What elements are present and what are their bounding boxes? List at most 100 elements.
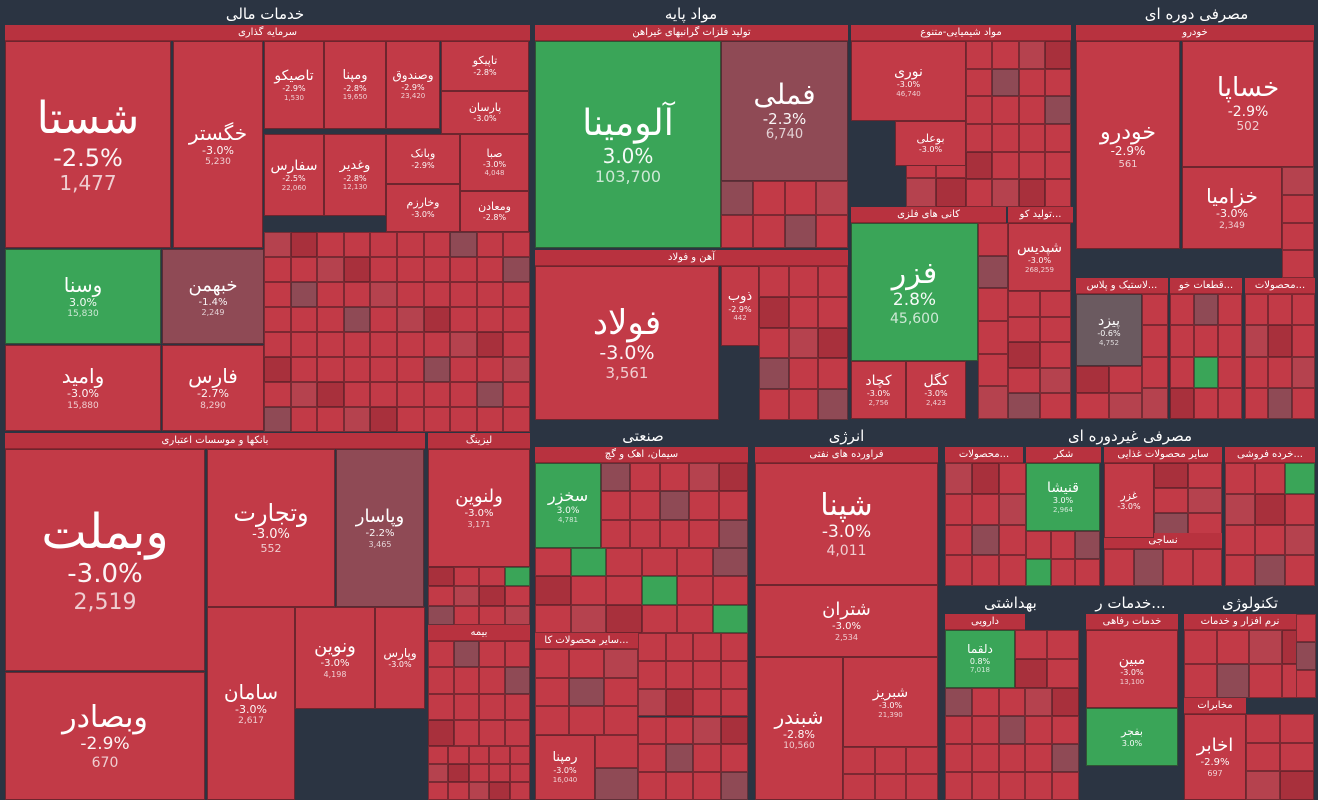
stock-tile[interactable]: خزامیا -3.0% 2,349 <box>1182 167 1282 249</box>
filler-tile[interactable] <box>978 321 1008 354</box>
industry-label[interactable]: کانی های فلزی <box>851 207 1006 223</box>
filler-tile[interactable] <box>468 764 490 782</box>
stock-tile[interactable]: فزر 2.8% 45,600 <box>851 223 978 361</box>
stock-tile[interactable]: شپدیس -3.0% 268,259 <box>1008 223 1071 291</box>
filler-tile[interactable] <box>874 773 907 800</box>
stock-tile[interactable]: خساپا -2.9% 502 <box>1182 41 1314 167</box>
filler-tile[interactable] <box>971 744 999 772</box>
filler-tile[interactable] <box>428 641 454 668</box>
filler-tile[interactable] <box>428 586 454 606</box>
filler-tile[interactable] <box>1245 387 1269 419</box>
filler-tile[interactable] <box>1018 151 1045 180</box>
filler-tile[interactable] <box>1044 124 1071 152</box>
filler-tile[interactable] <box>601 463 631 492</box>
filler-tile[interactable] <box>343 257 371 282</box>
stock-tile[interactable]: شبندر -2.8% 10,560 <box>755 657 843 800</box>
stock-tile[interactable]: وغدیر -2.8% 12,130 <box>324 134 386 216</box>
filler-tile[interactable] <box>1142 325 1168 357</box>
filler-tile[interactable] <box>1154 488 1188 513</box>
filler-tile[interactable] <box>1076 392 1109 419</box>
filler-tile[interactable] <box>428 567 454 587</box>
filler-tile[interactable] <box>570 604 606 633</box>
filler-tile[interactable] <box>1018 124 1045 152</box>
filler-tile[interactable] <box>1184 664 1217 698</box>
industry-label[interactable]: خدمات رفاهی <box>1086 614 1178 630</box>
filler-tile[interactable] <box>453 605 479 625</box>
filler-tile[interactable] <box>504 605 530 625</box>
stock-tile[interactable]: رمپنا -3.0% 16,040 <box>535 735 595 800</box>
filler-tile[interactable] <box>476 257 504 282</box>
filler-tile[interactable] <box>972 463 999 494</box>
filler-tile[interactable] <box>992 96 1019 124</box>
filler-tile[interactable] <box>264 307 291 332</box>
filler-tile[interactable] <box>665 744 693 773</box>
filler-tile[interactable] <box>788 296 819 328</box>
filler-tile[interactable] <box>479 667 505 694</box>
filler-tile[interactable] <box>1170 294 1194 326</box>
filler-tile[interactable] <box>659 491 690 520</box>
filler-tile[interactable] <box>1142 294 1168 326</box>
filler-tile[interactable] <box>759 327 789 359</box>
filler-tile[interactable] <box>936 178 966 207</box>
industry-label[interactable]: خودرو <box>1076 25 1314 41</box>
filler-tile[interactable] <box>601 519 631 548</box>
filler-tile[interactable] <box>638 772 666 800</box>
filler-tile[interactable] <box>453 586 479 606</box>
filler-tile[interactable] <box>489 764 510 782</box>
filler-tile[interactable] <box>570 548 606 577</box>
filler-tile[interactable] <box>1225 463 1255 494</box>
filler-tile[interactable] <box>1039 316 1071 343</box>
filler-tile[interactable] <box>370 307 397 332</box>
filler-tile[interactable] <box>945 772 972 800</box>
stock-tile[interactable]: ومعادن -2.8% <box>460 191 529 232</box>
filler-tile[interactable] <box>1218 294 1242 326</box>
filler-tile[interactable] <box>689 463 719 492</box>
filler-tile[interactable] <box>1194 356 1218 388</box>
filler-tile[interactable] <box>397 307 424 332</box>
filler-tile[interactable] <box>971 688 999 716</box>
filler-tile[interactable] <box>370 332 397 357</box>
filler-tile[interactable] <box>290 382 318 407</box>
stock-tile[interactable]: وسنا 3.0% 15,830 <box>5 249 161 344</box>
filler-tile[interactable] <box>693 688 721 717</box>
industry-label[interactable]: لیزینگ <box>428 433 530 449</box>
filler-tile[interactable] <box>476 332 504 357</box>
filler-tile[interactable] <box>504 719 530 746</box>
filler-tile[interactable] <box>998 688 1026 716</box>
filler-tile[interactable] <box>317 357 344 382</box>
filler-tile[interactable] <box>1245 325 1269 357</box>
industry-label[interactable]: لاستیک و پلاس... <box>1076 278 1168 294</box>
stock-tile[interactable]: شپنا -3.0% 4,011 <box>755 463 938 585</box>
filler-tile[interactable] <box>569 706 604 735</box>
industry-label[interactable]: خرده فروشی... <box>1225 447 1315 463</box>
filler-tile[interactable] <box>630 463 660 492</box>
filler-tile[interactable] <box>479 693 505 720</box>
filler-tile[interactable] <box>290 257 318 282</box>
filler-tile[interactable] <box>450 332 477 357</box>
filler-tile[interactable] <box>788 389 819 420</box>
filler-tile[interactable] <box>343 232 371 257</box>
stock-tile[interactable]: فملی -2.3% 6,740 <box>721 41 848 181</box>
filler-tile[interactable] <box>665 688 693 717</box>
filler-tile[interactable] <box>978 386 1008 419</box>
filler-tile[interactable] <box>720 744 748 773</box>
filler-tile[interactable] <box>1268 356 1292 388</box>
filler-tile[interactable] <box>423 357 451 382</box>
filler-tile[interactable] <box>535 576 571 605</box>
filler-tile[interactable] <box>665 716 693 745</box>
filler-tile[interactable] <box>397 257 424 282</box>
filler-tile[interactable] <box>397 282 424 307</box>
filler-tile[interactable] <box>945 716 972 744</box>
filler-tile[interactable] <box>1285 493 1315 525</box>
stock-tile[interactable]: وپارس -3.0% <box>375 607 425 709</box>
filler-tile[interactable] <box>998 744 1026 772</box>
filler-tile[interactable] <box>638 716 666 745</box>
filler-tile[interactable] <box>1039 342 1071 368</box>
filler-tile[interactable] <box>453 667 479 694</box>
filler-tile[interactable] <box>1052 688 1079 716</box>
filler-tile[interactable] <box>503 332 530 357</box>
filler-tile[interactable] <box>317 232 344 257</box>
filler-tile[interactable] <box>972 524 999 556</box>
filler-tile[interactable] <box>999 524 1026 556</box>
filler-tile[interactable] <box>428 719 454 746</box>
